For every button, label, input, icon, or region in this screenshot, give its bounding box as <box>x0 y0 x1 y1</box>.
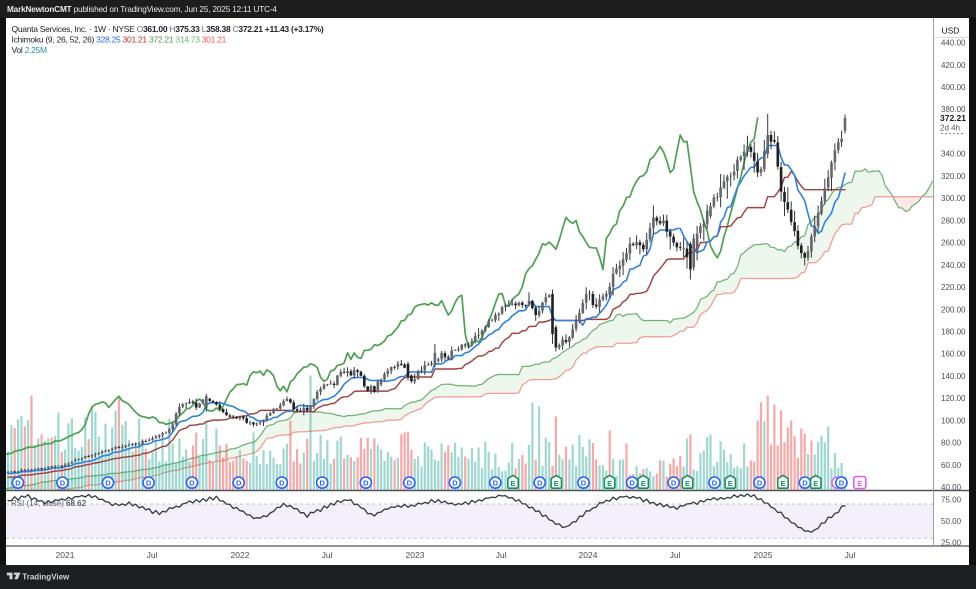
svg-text:160.00: 160.00 <box>941 350 966 359</box>
svg-text:D: D <box>712 479 718 488</box>
svg-text:240.00: 240.00 <box>941 261 966 270</box>
svg-text:Ichimoku (9, 26, 52, 26) 328.2: Ichimoku (9, 26, 52, 26) 328.25 301.21 3… <box>12 35 227 45</box>
svg-text:D: D <box>236 479 242 488</box>
svg-text:Jul: Jul <box>322 550 333 560</box>
svg-text:D: D <box>757 479 763 488</box>
svg-text:D: D <box>105 479 111 488</box>
svg-text:D: D <box>802 479 808 488</box>
svg-text:372.21: 372.21 <box>940 113 966 123</box>
svg-text:D: D <box>537 479 543 488</box>
svg-text:D: D <box>671 479 677 488</box>
svg-text:68.62: 68.62 <box>66 499 87 508</box>
svg-text:380.00: 380.00 <box>941 105 966 114</box>
svg-text:Jul: Jul <box>845 550 856 560</box>
svg-text:TradingView: TradingView <box>22 572 70 581</box>
svg-text:2023: 2023 <box>406 550 425 560</box>
svg-text:60.00: 60.00 <box>941 461 962 470</box>
svg-text:300.00: 300.00 <box>941 194 966 203</box>
svg-text:100.00: 100.00 <box>941 416 966 425</box>
svg-text:E: E <box>728 479 733 488</box>
svg-text:E: E <box>554 479 559 488</box>
svg-text:140.00: 140.00 <box>941 372 966 381</box>
svg-text:50.00: 50.00 <box>941 517 962 526</box>
svg-text:D: D <box>581 479 587 488</box>
svg-text:320.00: 320.00 <box>941 172 966 181</box>
svg-text:E: E <box>685 479 690 488</box>
svg-text:440.00: 440.00 <box>941 39 966 48</box>
svg-text:220.00: 220.00 <box>941 283 966 292</box>
svg-text:E: E <box>510 479 515 488</box>
svg-text:280.00: 280.00 <box>941 216 966 225</box>
svg-text:D: D <box>629 479 635 488</box>
svg-text:D: D <box>452 479 458 488</box>
svg-text:120.00: 120.00 <box>941 394 966 403</box>
svg-text:D: D <box>279 479 285 488</box>
svg-text:2025: 2025 <box>754 550 773 560</box>
svg-text:E: E <box>641 479 646 488</box>
svg-text:D: D <box>319 479 325 488</box>
svg-text:MarkNewtonCMT published on Tra: MarkNewtonCMT published on TradingView.c… <box>7 5 277 14</box>
svg-text:Vol 2.25M: Vol 2.25M <box>12 45 47 55</box>
svg-text:E: E <box>857 479 862 488</box>
svg-text:2021: 2021 <box>56 550 75 560</box>
svg-text:D: D <box>839 479 845 488</box>
svg-text:180.00: 180.00 <box>941 328 966 337</box>
svg-text:Jul: Jul <box>496 550 507 560</box>
svg-text:D: D <box>146 479 152 488</box>
svg-text:D: D <box>60 479 66 488</box>
svg-text:Jul: Jul <box>670 550 681 560</box>
svg-text:40.00: 40.00 <box>941 483 962 492</box>
svg-text:2024: 2024 <box>579 550 598 560</box>
svg-text:200.00: 200.00 <box>941 305 966 314</box>
svg-text:E: E <box>813 479 818 488</box>
svg-text:E: E <box>607 479 612 488</box>
svg-text:2d 4h: 2d 4h <box>940 124 960 133</box>
svg-text:2022: 2022 <box>231 550 250 560</box>
svg-text:D: D <box>493 479 499 488</box>
svg-text:Jul: Jul <box>147 550 158 560</box>
svg-text:75.00: 75.00 <box>941 496 962 505</box>
svg-text:340.00: 340.00 <box>941 150 966 159</box>
svg-text:420.00: 420.00 <box>941 61 966 70</box>
svg-text:E: E <box>780 479 785 488</box>
svg-text:D: D <box>363 479 369 488</box>
svg-text:RSI (14, close): RSI (14, close) <box>11 499 64 508</box>
svg-text:Quanta Services, Inc. · 1W · N: Quanta Services, Inc. · 1W · NYSE O361.0… <box>12 24 324 34</box>
svg-text:D: D <box>407 479 413 488</box>
svg-text:USD: USD <box>942 26 960 36</box>
svg-text:D: D <box>189 479 195 488</box>
svg-text:25.00: 25.00 <box>941 538 962 547</box>
svg-text:D: D <box>15 479 21 488</box>
svg-text:80.00: 80.00 <box>941 439 962 448</box>
svg-text:260.00: 260.00 <box>941 239 966 248</box>
svg-text:400.00: 400.00 <box>941 83 966 92</box>
